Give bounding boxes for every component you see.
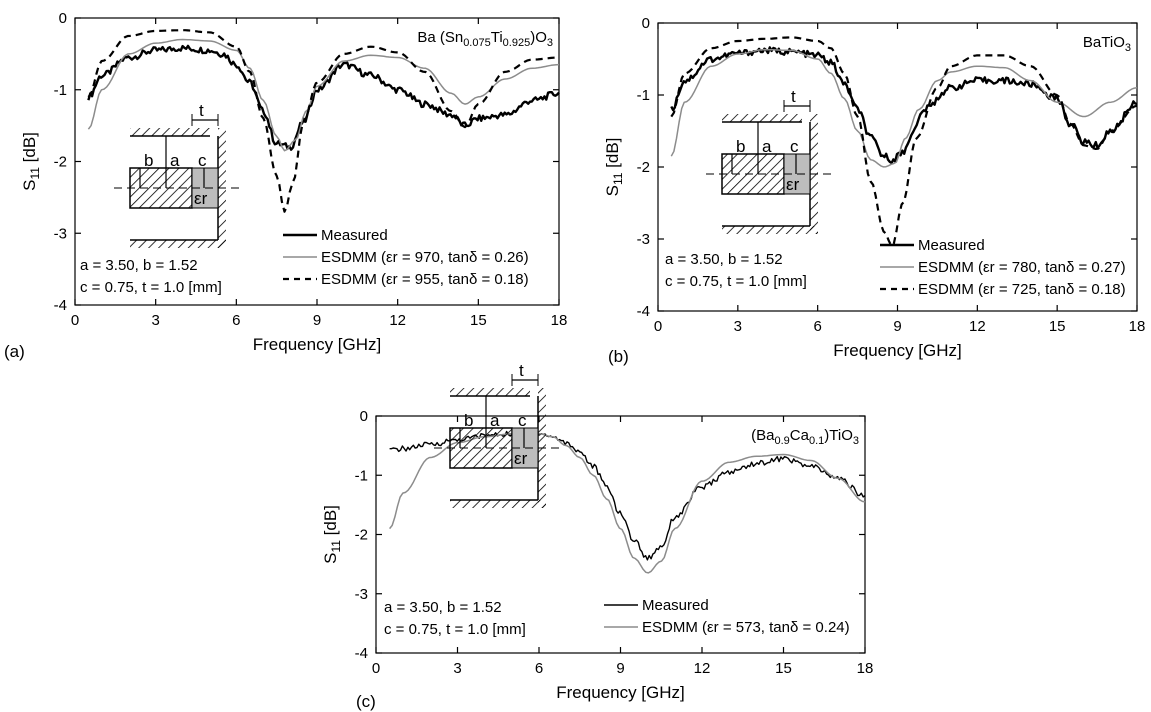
y-tick-label: -1 bbox=[637, 87, 650, 104]
x-tick-label: 15 bbox=[775, 660, 792, 677]
legend-label: Measured bbox=[918, 237, 985, 254]
chart-title: BaTiO3 bbox=[1083, 34, 1131, 54]
y-tick-label: 0 bbox=[59, 10, 67, 27]
x-axis-label: Frequency [GHz] bbox=[556, 683, 685, 702]
x-tick-label: 15 bbox=[470, 312, 487, 329]
legend-label: ESDMM (εr = 725, tanδ = 0.18) bbox=[918, 281, 1126, 298]
inset-bottom-wall bbox=[722, 226, 818, 234]
x-tick-label: 6 bbox=[232, 312, 240, 329]
x-tick-label: 18 bbox=[551, 312, 568, 329]
y-axis-label: S11 [dB] bbox=[603, 138, 625, 197]
inset-label-t: t bbox=[519, 361, 524, 380]
x-tick-label: 3 bbox=[734, 318, 742, 335]
x-tick-label: 12 bbox=[969, 318, 986, 335]
legend-label: ESDMM (εr = 780, tanδ = 0.27) bbox=[918, 259, 1126, 276]
y-tick-label: -3 bbox=[355, 586, 368, 603]
x-tick-label: 18 bbox=[1129, 318, 1146, 335]
y-tick-label: -2 bbox=[355, 527, 368, 544]
y-tick-label: -1 bbox=[54, 82, 67, 99]
y-tick-label: -1 bbox=[355, 467, 368, 484]
legend-label: ESDMM (εr = 955, tanδ = 0.18) bbox=[321, 271, 529, 288]
y-tick-label: -2 bbox=[637, 159, 650, 176]
inset-label-b: b bbox=[736, 137, 745, 156]
x-tick-label: 0 bbox=[372, 660, 380, 677]
inset-label-a: a bbox=[170, 151, 180, 170]
panel-label: (b) bbox=[608, 347, 629, 366]
inset-label-t: t bbox=[199, 101, 204, 120]
x-axis-label: Frequency [GHz] bbox=[253, 335, 382, 354]
inset-top-wall bbox=[450, 388, 530, 396]
x-tick-label: 15 bbox=[1049, 318, 1066, 335]
series-line-dashed bbox=[670, 36, 1138, 247]
chart-title: Ba (Sn0.075Ti0.925)O3 bbox=[417, 29, 553, 49]
series-line-dashed bbox=[87, 29, 559, 213]
inset-schematic: b a c t εr bbox=[114, 101, 242, 248]
panel-a: 0 3 6 9 12 15 18 0 -1 -2 -3 -4 Frequency [GHz] S11 [d… bbox=[4, 10, 567, 361]
parameter-text: a = 3.50, b = 1.52 bbox=[384, 599, 502, 616]
inset-schematic: b a c t εr bbox=[706, 87, 834, 234]
x-tick-label: 0 bbox=[654, 318, 662, 335]
y-tick-label: -4 bbox=[355, 645, 368, 662]
inset-bottom-wall bbox=[130, 240, 226, 248]
inset-label-a: a bbox=[762, 137, 772, 156]
parameter-text: c = 0.75, t = 1.0 [mm] bbox=[384, 621, 526, 638]
parameter-text: a = 3.50, b = 1.52 bbox=[80, 257, 198, 274]
y-tick-label: -4 bbox=[637, 303, 650, 320]
y-tick-label: 0 bbox=[360, 408, 368, 425]
inset-schematic: b a c t εr bbox=[434, 361, 562, 508]
inset-label-t: t bbox=[791, 87, 796, 106]
panel-label: (a) bbox=[4, 342, 25, 361]
y-tick-label: -2 bbox=[54, 154, 67, 171]
legend-label: Measured bbox=[321, 227, 388, 244]
series-line-measured bbox=[87, 44, 560, 151]
x-tick-label: 0 bbox=[71, 312, 79, 329]
parameter-text: a = 3.50, b = 1.52 bbox=[665, 251, 783, 268]
inset-label-epsilon: εr bbox=[786, 175, 800, 194]
x-tick-label: 12 bbox=[389, 312, 406, 329]
y-tick-label: 0 bbox=[642, 15, 650, 32]
y-tick-label: -3 bbox=[54, 225, 67, 242]
inset-label-b: b bbox=[464, 411, 473, 430]
series-line-gray bbox=[670, 48, 1138, 168]
y-tick-label: -4 bbox=[54, 297, 67, 314]
inset-label-epsilon: εr bbox=[514, 449, 528, 468]
parameter-text: c = 0.75, t = 1.0 [mm] bbox=[80, 279, 222, 296]
inset-label-c: c bbox=[518, 411, 527, 430]
x-tick-label: 9 bbox=[893, 318, 901, 335]
x-tick-label: 9 bbox=[616, 660, 624, 677]
chart-title: (Ba0.9Ca0.1)TiO3 bbox=[751, 427, 859, 447]
parameter-text: c = 0.75, t = 1.0 [mm] bbox=[665, 273, 807, 290]
inset-label-epsilon: εr bbox=[194, 189, 208, 208]
inset-top-wall bbox=[722, 114, 802, 122]
inset-label-c: c bbox=[198, 151, 207, 170]
panel-c: 0 3 6 9 12 15 18 0 -1 -2 -3 -4 Frequency [GHz] S11 [d… bbox=[321, 361, 873, 711]
panel-label: (c) bbox=[356, 692, 376, 711]
legend-label: Measured bbox=[642, 597, 709, 614]
series-line-gray bbox=[87, 38, 560, 152]
x-tick-label: 9 bbox=[313, 312, 321, 329]
inset-bottom-wall bbox=[450, 500, 546, 508]
y-axis-label: S11 [dB] bbox=[321, 505, 343, 564]
panel-b: 0 3 6 9 12 15 18 0 -1 -2 -3 -4 Frequency [GHz] S11 [d… bbox=[603, 15, 1145, 366]
x-tick-label: 6 bbox=[535, 660, 543, 677]
legend-label: ESDMM (εr = 970, tanδ = 0.26) bbox=[321, 249, 529, 266]
inset-label-a: a bbox=[490, 411, 500, 430]
x-tick-label: 6 bbox=[813, 318, 821, 335]
x-tick-label: 12 bbox=[694, 660, 711, 677]
x-axis-label: Frequency [GHz] bbox=[833, 341, 962, 360]
inset-label-b: b bbox=[144, 151, 153, 170]
x-tick-label: 18 bbox=[857, 660, 874, 677]
legend-label: ESDMM (εr = 573, tanδ = 0.24) bbox=[642, 619, 850, 636]
x-tick-label: 3 bbox=[453, 660, 461, 677]
inset-label-c: c bbox=[790, 137, 799, 156]
y-axis-label: S11 [dB] bbox=[20, 132, 42, 191]
inset-top-wall bbox=[130, 128, 210, 136]
x-tick-label: 3 bbox=[151, 312, 159, 329]
y-tick-label: -3 bbox=[637, 231, 650, 248]
